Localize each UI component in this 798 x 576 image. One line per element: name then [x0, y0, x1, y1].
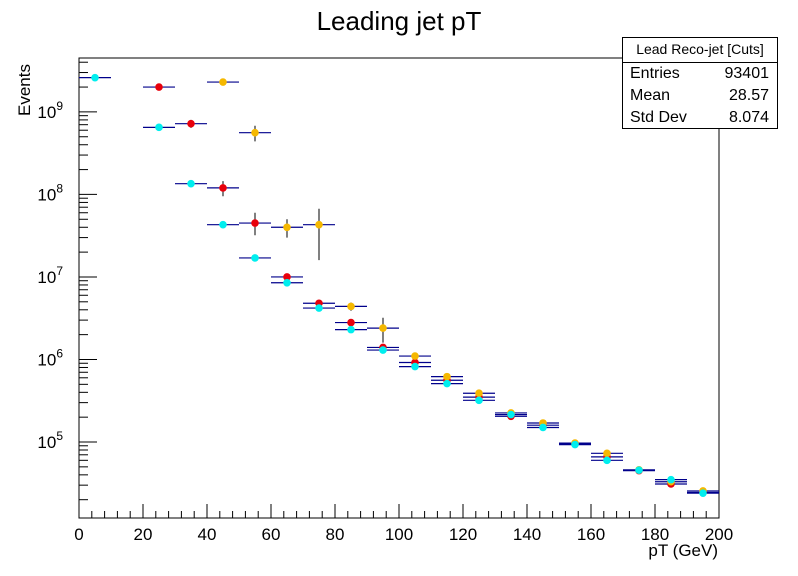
data-point-series-2 [251, 128, 259, 137]
stats-mean-label: Mean [630, 87, 671, 104]
data-point-series-3 [187, 179, 195, 188]
data-point-series-3 [667, 475, 675, 484]
data-layer [79, 73, 719, 497]
data-point-series-2 [347, 302, 355, 311]
x-tick-label: 60 [262, 525, 281, 544]
data-point-series-3 [155, 123, 163, 132]
stats-stddev-value: 8.074 [728, 109, 769, 126]
stats-entries-value: 93401 [724, 65, 770, 82]
data-point-series-3 [507, 410, 515, 419]
x-tick-label: 20 [134, 525, 153, 544]
data-point-series-1 [251, 219, 259, 227]
data-point-series-3 [411, 362, 419, 371]
data-point-series-2 [603, 449, 611, 458]
y-tick-label: 108 [37, 181, 63, 204]
data-point-series-3 [635, 466, 643, 475]
stats-entries-label: Entries [630, 65, 680, 82]
data-point-series-2 [411, 352, 419, 360]
data-point-series-3 [539, 423, 547, 432]
x-tick-label: 180 [641, 525, 669, 544]
x-tick-label: 100 [385, 525, 413, 544]
data-point-series-3 [443, 379, 451, 388]
x-axis-label: pT (GeV) [648, 541, 718, 560]
chart-title: Leading jet pT [317, 6, 482, 36]
y-tick-label: 106 [37, 346, 63, 369]
x-tick-label: 140 [513, 525, 541, 544]
data-point-series-3 [475, 396, 483, 405]
data-point-series-3 [603, 456, 611, 465]
data-point-series-2 [219, 78, 227, 86]
data-point-series-2 [315, 220, 323, 229]
data-point-series-3 [315, 304, 323, 312]
stats-mean-value: 28.57 [728, 87, 769, 104]
stats-box-title: Lead Reco-jet [Cuts] [623, 38, 777, 63]
data-point-series-3 [219, 220, 227, 229]
x-tick-label: 0 [74, 525, 83, 544]
data-point-series-1 [347, 318, 355, 327]
stats-row-entries: Entries 93401 [623, 63, 777, 85]
data-point-series-3 [283, 278, 291, 287]
stats-row-mean: Mean 28.57 [623, 85, 777, 107]
data-point-series-1 [187, 119, 195, 128]
data-point-series-1 [155, 83, 163, 91]
x-tick-label: 40 [198, 525, 217, 544]
y-axis-label: Events [15, 64, 34, 116]
data-point-series-3 [91, 73, 99, 82]
data-point-series-3 [699, 489, 707, 497]
x-tick-label: 120 [449, 525, 477, 544]
y-tick-label: 109 [37, 99, 63, 122]
axes-layer: 0 20 40 60 80 100 120 140 160 180 200 105 106 107 108 1… [37, 61, 733, 544]
x-tick-label: 200 [705, 525, 733, 544]
data-point-series-2 [283, 223, 291, 232]
data-point-series-3 [251, 254, 259, 262]
data-point-series-2 [475, 389, 483, 398]
data-point-series-3 [379, 346, 387, 354]
y-tick-label: 107 [37, 264, 63, 287]
data-point-series-1 [219, 184, 227, 192]
data-point-series-3 [347, 325, 355, 334]
stats-box: Lead Reco-jet [Cuts] Entries 93401 Mean … [622, 37, 778, 129]
stats-stddev-label: Std Dev [630, 109, 687, 126]
data-point-series-1 [283, 273, 291, 281]
data-point-series-3 [571, 440, 579, 449]
x-tick-label: 80 [326, 525, 345, 544]
stats-row-stddev: Std Dev 8.074 [623, 107, 777, 129]
x-tick-label: 160 [577, 525, 605, 544]
y-tick-label: 105 [37, 429, 63, 452]
data-point-series-2 [443, 372, 451, 381]
data-point-series-2 [379, 324, 387, 332]
